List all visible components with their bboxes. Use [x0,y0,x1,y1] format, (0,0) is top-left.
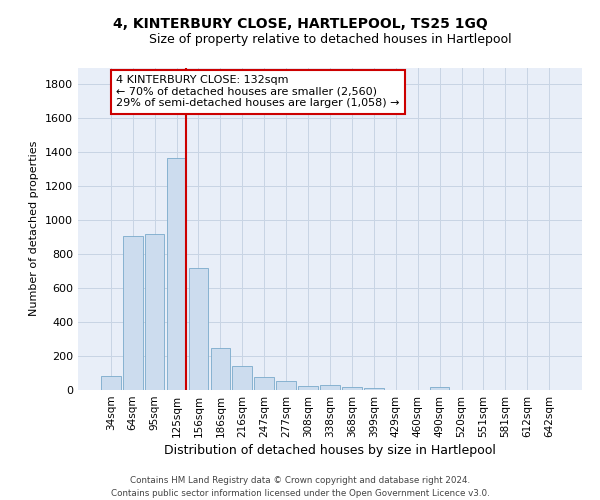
Bar [342,387,362,390]
Text: 4 KINTERBURY CLOSE: 132sqm
← 70% of detached houses are smaller (2,560)
29% of s: 4 KINTERBURY CLOSE: 132sqm ← 70% of deta… [116,75,400,108]
Bar [188,268,208,390]
Bar [320,385,340,390]
Bar [430,386,449,390]
Bar [145,234,164,390]
Bar [211,348,230,390]
Bar [298,386,318,390]
Title: Size of property relative to detached houses in Hartlepool: Size of property relative to detached ho… [149,32,511,46]
Bar [276,381,296,390]
Bar [364,388,384,390]
Bar [123,236,143,390]
Text: 4, KINTERBURY CLOSE, HARTLEPOOL, TS25 1GQ: 4, KINTERBURY CLOSE, HARTLEPOOL, TS25 1G… [113,18,487,32]
Text: Contains HM Land Registry data © Crown copyright and database right 2024.
Contai: Contains HM Land Registry data © Crown c… [110,476,490,498]
Bar [254,378,274,390]
X-axis label: Distribution of detached houses by size in Hartlepool: Distribution of detached houses by size … [164,444,496,457]
Y-axis label: Number of detached properties: Number of detached properties [29,141,40,316]
Bar [167,158,187,390]
Bar [232,366,252,390]
Bar [101,376,121,390]
